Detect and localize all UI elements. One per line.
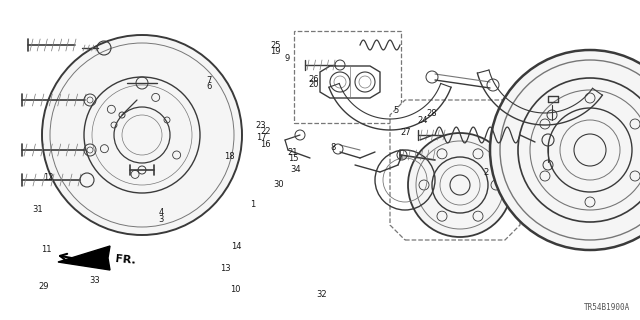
Text: 13: 13 bbox=[220, 264, 230, 273]
FancyBboxPatch shape bbox=[294, 31, 401, 123]
Text: 5: 5 bbox=[393, 106, 398, 115]
Text: 16: 16 bbox=[260, 140, 271, 148]
Text: 3: 3 bbox=[159, 215, 164, 224]
Polygon shape bbox=[390, 100, 520, 240]
Text: 10: 10 bbox=[230, 285, 241, 294]
Text: 14: 14 bbox=[232, 242, 242, 251]
Text: 30: 30 bbox=[273, 180, 284, 188]
Circle shape bbox=[490, 50, 640, 250]
Text: 34: 34 bbox=[291, 165, 301, 174]
Text: 31: 31 bbox=[32, 205, 42, 214]
Text: 28: 28 bbox=[427, 109, 437, 118]
Text: 17: 17 bbox=[256, 133, 266, 142]
Text: 18: 18 bbox=[224, 152, 234, 161]
Text: TR54B1900A: TR54B1900A bbox=[584, 303, 630, 312]
Text: 22: 22 bbox=[260, 127, 271, 136]
Text: 9: 9 bbox=[284, 54, 289, 63]
Text: 27: 27 bbox=[401, 128, 411, 137]
Text: 26: 26 bbox=[308, 75, 319, 84]
Text: 32: 32 bbox=[316, 290, 326, 299]
Text: 33: 33 bbox=[90, 276, 100, 285]
Circle shape bbox=[408, 133, 512, 237]
Text: 23: 23 bbox=[256, 121, 266, 130]
Text: 20: 20 bbox=[308, 80, 319, 89]
Text: 8: 8 bbox=[330, 143, 335, 152]
Text: 2: 2 bbox=[484, 168, 489, 177]
FancyArrowPatch shape bbox=[60, 254, 108, 265]
Text: 29: 29 bbox=[38, 282, 49, 291]
Text: 15: 15 bbox=[288, 154, 298, 163]
Text: 6: 6 bbox=[207, 82, 212, 91]
Text: 19: 19 bbox=[270, 47, 280, 56]
Text: 25: 25 bbox=[270, 41, 280, 50]
Polygon shape bbox=[58, 246, 110, 270]
Text: 4: 4 bbox=[159, 208, 164, 217]
Text: 7: 7 bbox=[207, 76, 212, 85]
Text: 21: 21 bbox=[288, 148, 298, 156]
Text: 24: 24 bbox=[417, 116, 428, 125]
Text: 1: 1 bbox=[250, 200, 255, 209]
Text: FR.: FR. bbox=[115, 254, 136, 266]
Text: 11: 11 bbox=[41, 245, 51, 254]
Text: 12: 12 bbox=[43, 173, 53, 182]
Circle shape bbox=[42, 35, 242, 235]
